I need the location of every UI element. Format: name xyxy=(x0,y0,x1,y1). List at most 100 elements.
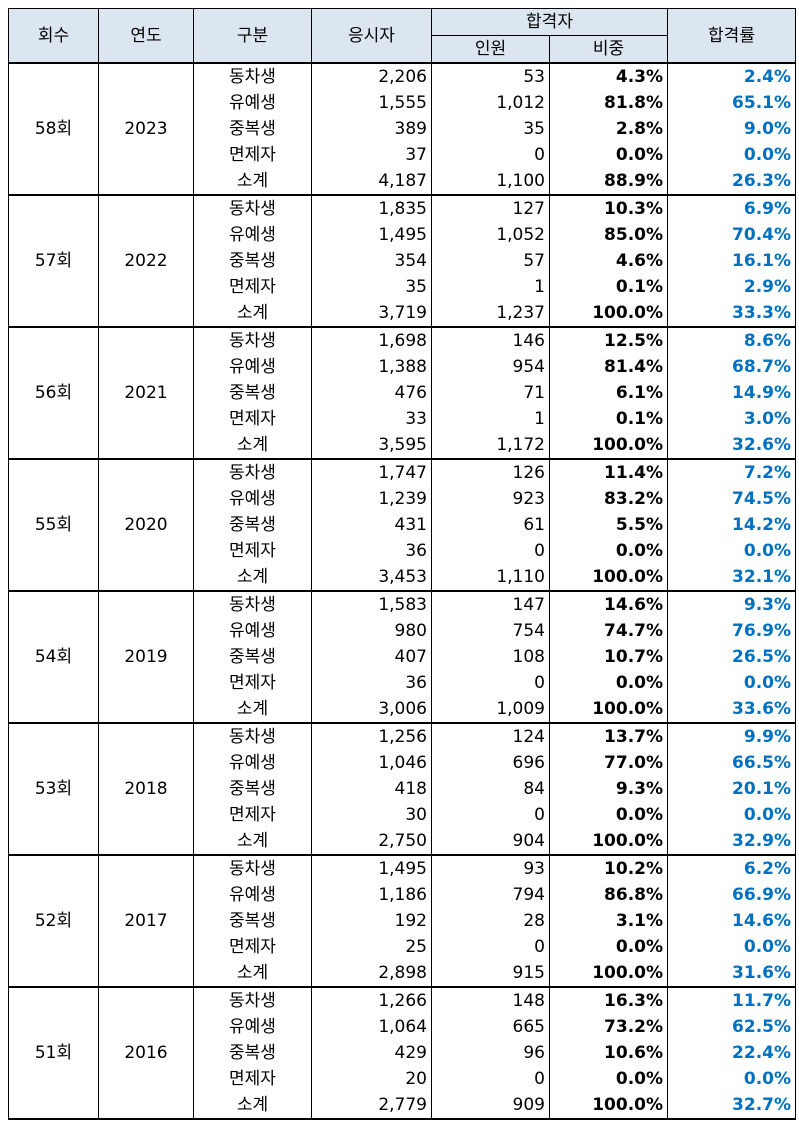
passers-cell: 148 xyxy=(431,987,550,1014)
round-cell: 58회 xyxy=(8,63,99,196)
passers-cell: 0 xyxy=(431,142,550,168)
results-table: 회수 연도 구분 응시자 합격자 합격률 인원 비중 58회 2023 동차생 2,2… xyxy=(8,8,797,1120)
share-cell: 100.0% xyxy=(548,960,669,988)
table-row: 중복생 429 96 10.6% 22.4% xyxy=(9,1040,797,1066)
share-cell: 2.8% xyxy=(548,116,669,142)
category-cell: 유예생 xyxy=(193,354,312,380)
share-cell: 81.4% xyxy=(548,354,669,380)
rate-cell: 31.6% xyxy=(667,960,797,988)
table-row: 57회 2022 동차생 1,835 127 10.3% 6.9% xyxy=(8,195,797,328)
share-cell: 3.1% xyxy=(548,908,669,934)
rate-cell: 66.5% xyxy=(667,750,797,776)
rate-cell: 16.1% xyxy=(667,248,797,274)
category-cell: 유예생 xyxy=(193,618,312,644)
applicants-cell: 431 xyxy=(311,512,432,538)
table-row: 55회 2020 동차생 1,747 126 11.4% 7.2% xyxy=(8,459,797,592)
table-row: 면제자 20 0 0.0% 0.0% xyxy=(9,1066,797,1092)
applicants-cell: 1,495 xyxy=(311,855,432,882)
applicants-cell: 407 xyxy=(311,644,432,670)
passers-cell: 696 xyxy=(431,750,550,776)
passers-cell: 1,172 xyxy=(431,432,550,460)
applicants-cell: 30 xyxy=(311,802,432,828)
passers-cell: 754 xyxy=(431,618,550,644)
rate-cell: 0.0% xyxy=(667,538,797,564)
share-cell: 10.3% xyxy=(548,195,669,222)
share-cell: 100.0% xyxy=(548,828,669,856)
category-cell: 유예생 xyxy=(193,750,312,776)
table-row: 중복생 431 61 5.5% 14.2% xyxy=(9,512,797,538)
share-cell: 4.6% xyxy=(548,248,669,274)
share-cell: 100.0% xyxy=(548,1092,669,1120)
rate-cell: 76.9% xyxy=(667,618,797,644)
rate-cell: 6.9% xyxy=(667,195,797,222)
category-cell: 면제자 xyxy=(193,538,312,564)
category-cell: 유예생 xyxy=(193,222,312,248)
passers-cell: 147 xyxy=(431,591,550,618)
table-row: 소계 2,750 904 100.0% 32.9% xyxy=(9,828,797,856)
share-cell: 10.2% xyxy=(548,855,669,882)
passers-cell: 915 xyxy=(431,960,550,988)
applicants-cell: 1,747 xyxy=(311,459,432,486)
passers-cell: 61 xyxy=(431,512,550,538)
applicants-cell: 3,719 xyxy=(311,300,432,328)
round-cell: 51회 xyxy=(8,987,99,1120)
share-cell: 100.0% xyxy=(548,564,669,592)
rate-cell: 70.4% xyxy=(667,222,797,248)
round-cell: 57회 xyxy=(8,195,99,328)
passers-cell: 904 xyxy=(431,828,550,856)
table-row: 중복생 407 108 10.7% 26.5% xyxy=(9,644,797,670)
table-row: 면제자 33 1 0.1% 3.0% xyxy=(9,406,797,432)
rate-cell: 32.1% xyxy=(667,564,797,592)
category-cell: 면제자 xyxy=(193,406,312,432)
year-cell: 2018 xyxy=(98,723,194,856)
passers-cell: 1,237 xyxy=(431,300,550,328)
year-cell: 2021 xyxy=(98,327,194,460)
share-cell: 9.3% xyxy=(548,776,669,802)
category-cell: 면제자 xyxy=(193,934,312,960)
table-body: 58회 2023 동차생 2,206 53 4.3% 2.4% 유예생 1,555 1,012 81… xyxy=(8,63,797,1120)
rate-cell: 20.1% xyxy=(667,776,797,802)
category-cell: 소계 xyxy=(193,300,312,328)
category-cell: 소계 xyxy=(193,828,312,856)
rate-cell: 32.7% xyxy=(667,1092,797,1120)
table-row: 소계 3,006 1,009 100.0% 33.6% xyxy=(9,696,797,724)
table-header: 회수 연도 구분 응시자 합격자 합격률 인원 비중 xyxy=(8,8,797,64)
year-cell: 2022 xyxy=(98,195,194,328)
applicants-cell: 2,779 xyxy=(311,1092,432,1120)
header-cell: 합격률 xyxy=(667,8,797,64)
applicants-cell: 36 xyxy=(311,538,432,564)
applicants-cell: 192 xyxy=(311,908,432,934)
share-cell: 88.9% xyxy=(548,168,669,196)
header-cell: 비중 xyxy=(548,35,669,64)
passers-cell: 0 xyxy=(431,1066,550,1092)
category-cell: 소계 xyxy=(193,564,312,592)
year-cell: 2023 xyxy=(98,63,194,196)
table-row: 소계 2,779 909 100.0% 32.7% xyxy=(9,1092,797,1120)
applicants-cell: 3,453 xyxy=(311,564,432,592)
share-cell: 0.0% xyxy=(548,934,669,960)
applicants-cell: 1,256 xyxy=(311,723,432,750)
rate-cell: 26.5% xyxy=(667,644,797,670)
table-row: 중복생 354 57 4.6% 16.1% xyxy=(9,248,797,274)
passers-cell: 0 xyxy=(431,670,550,696)
rate-cell: 65.1% xyxy=(667,90,797,116)
table-row: 53회 2018 동차생 1,256 124 13.7% 9.9% xyxy=(8,723,797,856)
header-cell: 인원 xyxy=(431,35,550,64)
rate-cell: 74.5% xyxy=(667,486,797,512)
category-cell: 동차생 xyxy=(193,327,312,354)
share-cell: 5.5% xyxy=(548,512,669,538)
category-cell: 중복생 xyxy=(193,116,312,142)
share-cell: 0.1% xyxy=(548,406,669,432)
table-row: 중복생 418 84 9.3% 20.1% xyxy=(9,776,797,802)
applicants-cell: 1,495 xyxy=(311,222,432,248)
rate-cell: 2.4% xyxy=(667,63,797,90)
share-cell: 77.0% xyxy=(548,750,669,776)
category-cell: 중복생 xyxy=(193,1040,312,1066)
passers-cell: 1 xyxy=(431,274,550,300)
rate-cell: 33.6% xyxy=(667,696,797,724)
rate-cell: 0.0% xyxy=(667,142,797,168)
rate-cell: 62.5% xyxy=(667,1014,797,1040)
passers-cell: 1,012 xyxy=(431,90,550,116)
table-row: 중복생 389 35 2.8% 9.0% xyxy=(9,116,797,142)
